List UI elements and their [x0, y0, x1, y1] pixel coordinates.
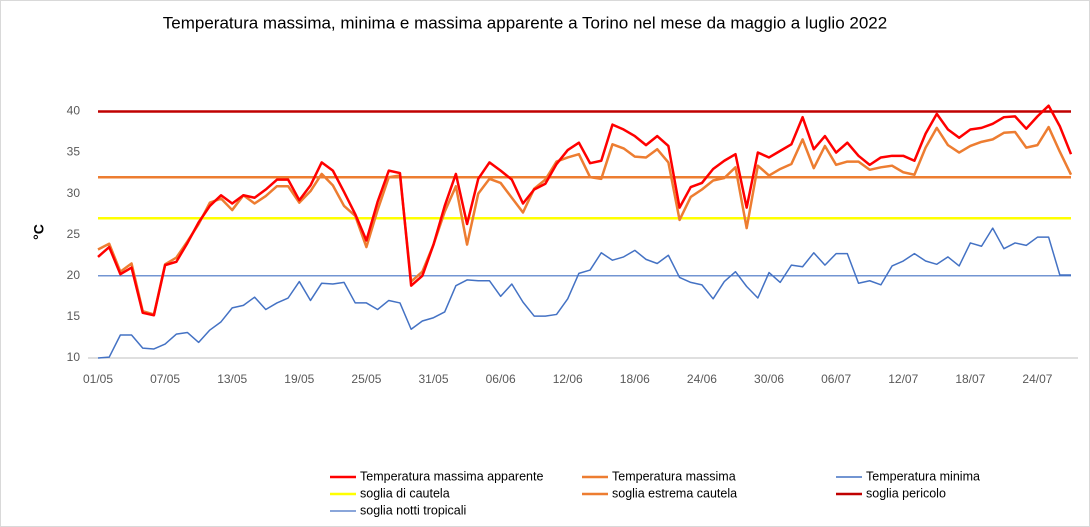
x-tick-label: 07/05	[150, 372, 180, 386]
y-tick-label: 35	[67, 145, 81, 159]
x-tick-label: 06/06	[486, 372, 516, 386]
y-tick-label: 15	[67, 309, 81, 323]
data-line	[97, 104, 1073, 317]
chart-title: Temperatura massima, minima e massima ap…	[163, 13, 887, 32]
legend-label: soglia estrema cautela	[612, 486, 737, 500]
x-tick-label: 18/06	[620, 372, 650, 386]
x-tick-label: 18/07	[955, 372, 985, 386]
x-tick-label: 12/06	[553, 372, 583, 386]
legend-label: soglia di cautela	[360, 486, 450, 500]
x-tick-label: 01/05	[83, 372, 113, 386]
data-line	[97, 227, 1071, 359]
y-tick-label: 10	[67, 350, 81, 364]
legend-label: Temperatura massima apparente	[360, 469, 543, 483]
x-tick-label: 06/07	[821, 372, 851, 386]
x-tick-label: 12/07	[888, 372, 918, 386]
legend-label: soglia pericolo	[866, 486, 946, 500]
y-tick-label: 30	[67, 186, 81, 200]
y-tick-label: 40	[67, 104, 81, 118]
y-axis-label: °C	[31, 224, 47, 240]
x-tick-label: 24/06	[687, 372, 717, 386]
x-tick-label: 30/06	[754, 372, 784, 386]
x-tick-label: 24/07	[1022, 372, 1052, 386]
y-tick-label: 20	[67, 268, 81, 282]
legend-label: Temperatura massima	[612, 469, 736, 483]
x-tick-label: 13/05	[217, 372, 247, 386]
data-line	[97, 125, 1073, 316]
x-tick-label: 25/05	[351, 372, 381, 386]
legend-label: Temperatura minima	[866, 469, 980, 483]
legend-label: soglia notti tropicali	[360, 503, 466, 517]
y-tick-label: 25	[67, 227, 81, 241]
x-tick-label: 19/05	[284, 372, 314, 386]
x-tick-label: 31/05	[419, 372, 449, 386]
